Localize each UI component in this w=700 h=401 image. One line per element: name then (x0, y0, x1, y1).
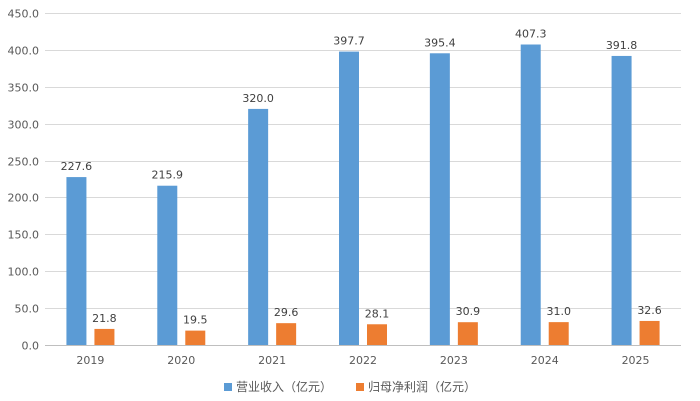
bar-revenue-2022 (339, 51, 359, 345)
y-tick-label: 200.0 (8, 192, 40, 205)
bar-net-profit-2021 (276, 323, 297, 345)
data-label-revenue-2021: 320.0 (242, 92, 274, 105)
x-tick-label: 2025 (622, 354, 650, 367)
y-tick-label: 400.0 (8, 45, 40, 58)
legend: 营业收入（亿元） 归母净利润（亿元） (224, 379, 476, 394)
bar-revenue-2023 (429, 53, 450, 346)
bar-net-profit-2020 (185, 330, 206, 345)
y-tick-label: 100.0 (8, 266, 40, 279)
gridlines (45, 13, 681, 346)
data-label-revenue-2019: 227.6 (61, 160, 93, 173)
x-tick-label: 2022 (349, 354, 377, 367)
data-label-net-profit-2023: 30.9 (456, 305, 481, 318)
data-label-revenue-2023: 395.4 (424, 36, 456, 49)
bar-net-profit-2025 (639, 320, 660, 345)
data-label-net-profit-2024: 31.0 (546, 305, 571, 318)
y-tick-label: 350.0 (8, 82, 40, 95)
bar-net-profit-2024 (548, 322, 569, 345)
data-label-net-profit-2025: 32.6 (637, 304, 662, 317)
y-tick-label: 50.0 (15, 303, 40, 316)
legend-item-net-profit: 归母净利润（亿元） (356, 379, 476, 394)
legend-label: 营业收入（亿元） (236, 379, 332, 394)
bar-net-profit-2023 (457, 322, 478, 345)
x-axis-tick-labels: 2019 2020 2021 2022 2023 2024 2025 (76, 354, 649, 367)
y-tick-label: 150.0 (8, 229, 40, 242)
bar-revenue-2020 (157, 185, 178, 345)
data-label-net-profit-2020: 19.5 (183, 314, 208, 327)
y-tick-label: 300.0 (8, 119, 40, 132)
data-label-net-profit-2019: 21.8 (92, 312, 117, 325)
data-label-net-profit-2022: 28.1 (365, 307, 390, 320)
y-tick-label: 450.0 (8, 8, 40, 21)
data-label-net-profit-2021: 29.6 (274, 306, 299, 319)
data-labels: 227.6 215.9 320.0 397.7 395.4 407.3 391.8 21.8 1… (61, 28, 662, 327)
x-tick-label: 2019 (76, 354, 104, 367)
bar-net-profit-2019 (94, 328, 115, 345)
data-label-revenue-2020: 215.9 (152, 169, 184, 182)
legend-swatch (224, 383, 232, 391)
legend-item-revenue: 营业收入（亿元） (224, 379, 332, 394)
bar-revenue-2025 (611, 55, 632, 346)
y-tick-label: 0.0 (22, 340, 40, 353)
x-tick-label: 2024 (531, 354, 559, 367)
data-label-revenue-2025: 391.8 (606, 39, 638, 52)
legend-label: 归母净利润（亿元） (368, 379, 476, 394)
bar-net-profit-2022 (367, 324, 387, 345)
legend-swatch (356, 383, 364, 391)
x-tick-label: 2023 (440, 354, 468, 367)
bar-revenue-2024 (520, 44, 541, 345)
data-label-revenue-2024: 407.3 (515, 28, 547, 41)
y-tick-label: 250.0 (8, 156, 40, 169)
bars (66, 44, 660, 346)
bar-revenue-2019 (66, 177, 87, 345)
x-tick-label: 2020 (167, 354, 195, 367)
x-tick-label: 2021 (258, 354, 286, 367)
bar-revenue-2021 (248, 108, 269, 346)
data-label-revenue-2022: 397.7 (333, 35, 365, 48)
y-axis-tick-labels: 0.0 50.0 100.0 150.0 200.0 250.0 300.0 350.0 400… (8, 8, 40, 353)
